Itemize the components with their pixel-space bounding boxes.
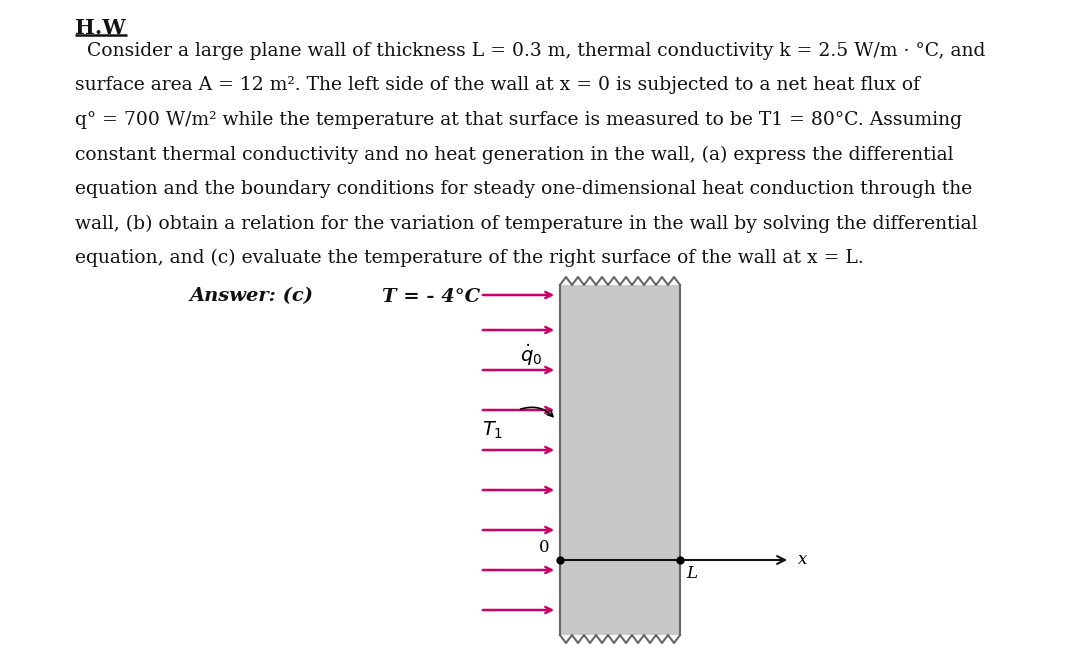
Bar <box>561 285 680 635</box>
Text: $T_1$: $T_1$ <box>482 419 503 441</box>
Text: equation and the boundary conditions for steady one-dimensional heat conduction : equation and the boundary conditions for… <box>75 180 972 198</box>
Text: surface area A = 12 m². The left side of the wall at x = 0 is subjected to a net: surface area A = 12 m². The left side of… <box>75 76 920 94</box>
Text: Consider a large plane wall of thickness L = 0.3 m, thermal conductivity k = 2.5: Consider a large plane wall of thickness… <box>75 42 985 60</box>
Text: T = - 4°C: T = - 4°C <box>355 287 481 306</box>
Text: x: x <box>798 552 808 569</box>
Text: 0: 0 <box>539 539 550 556</box>
Text: Answer: (c): Answer: (c) <box>190 287 314 306</box>
Text: H.W: H.W <box>75 18 125 38</box>
Text: q° = 700 W/m² while the temperature at that surface is measured to be T1 = 80°C.: q° = 700 W/m² while the temperature at t… <box>75 111 962 129</box>
Text: constant thermal conductivity and no heat generation in the wall, (a) express th: constant thermal conductivity and no hea… <box>75 146 954 163</box>
Text: wall, (b) obtain a relation for the variation of temperature in the wall by solv: wall, (b) obtain a relation for the vari… <box>75 214 977 233</box>
Text: L: L <box>686 565 697 582</box>
Text: equation, and (c) evaluate the temperature of the right surface of the wall at x: equation, and (c) evaluate the temperatu… <box>75 249 864 268</box>
Text: $\dot{q}_0$: $\dot{q}_0$ <box>519 342 542 368</box>
